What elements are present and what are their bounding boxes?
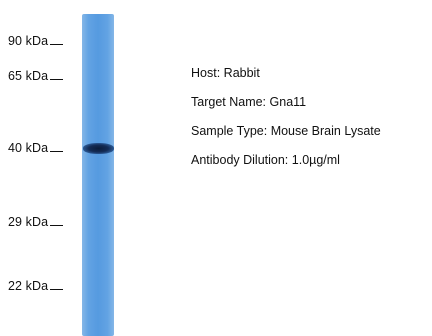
marker-label: 65 kDa bbox=[8, 69, 49, 83]
marker-label: 40 kDa bbox=[8, 141, 49, 155]
sample-key: Sample Type: bbox=[191, 124, 268, 138]
marker-65kda: 65 kDa bbox=[8, 69, 64, 83]
host-line: Host: Rabbit bbox=[191, 65, 432, 81]
dilution-line: Antibody Dilution: 1.0µg/ml bbox=[191, 152, 432, 168]
marker-tick bbox=[50, 78, 64, 80]
marker-22kda: 22 kDa bbox=[8, 279, 64, 293]
target-line: Target Name: Gna11 bbox=[191, 94, 432, 110]
target-value: Gna11 bbox=[269, 95, 307, 109]
target-key: Target Name: bbox=[191, 95, 267, 109]
host-key: Host: bbox=[191, 66, 221, 80]
marker-40kda: 40 kDa bbox=[8, 141, 64, 155]
gel-lane bbox=[82, 14, 114, 336]
marker-tick bbox=[50, 150, 64, 152]
marker-tick bbox=[50, 288, 64, 290]
marker-29kda: 29 kDa bbox=[8, 215, 64, 229]
sample-value: Mouse Brain Lysate bbox=[270, 124, 381, 138]
marker-tick bbox=[50, 43, 64, 45]
marker-label: 29 kDa bbox=[8, 215, 49, 229]
sample-line: Sample Type: Mouse Brain Lysate bbox=[191, 123, 432, 139]
host-value: Rabbit bbox=[223, 66, 260, 80]
marker-90kda: 90 kDa bbox=[8, 34, 64, 48]
dilution-key: Antibody Dilution: bbox=[191, 153, 289, 167]
marker-label: 22 kDa bbox=[8, 279, 49, 293]
sample-info: Host: Rabbit Target Name: Gna11 Sample T… bbox=[191, 65, 432, 181]
protein-band bbox=[83, 143, 114, 154]
marker-tick bbox=[50, 224, 64, 226]
marker-label: 90 kDa bbox=[8, 34, 49, 48]
dilution-value: 1.0µg/ml bbox=[291, 153, 340, 167]
